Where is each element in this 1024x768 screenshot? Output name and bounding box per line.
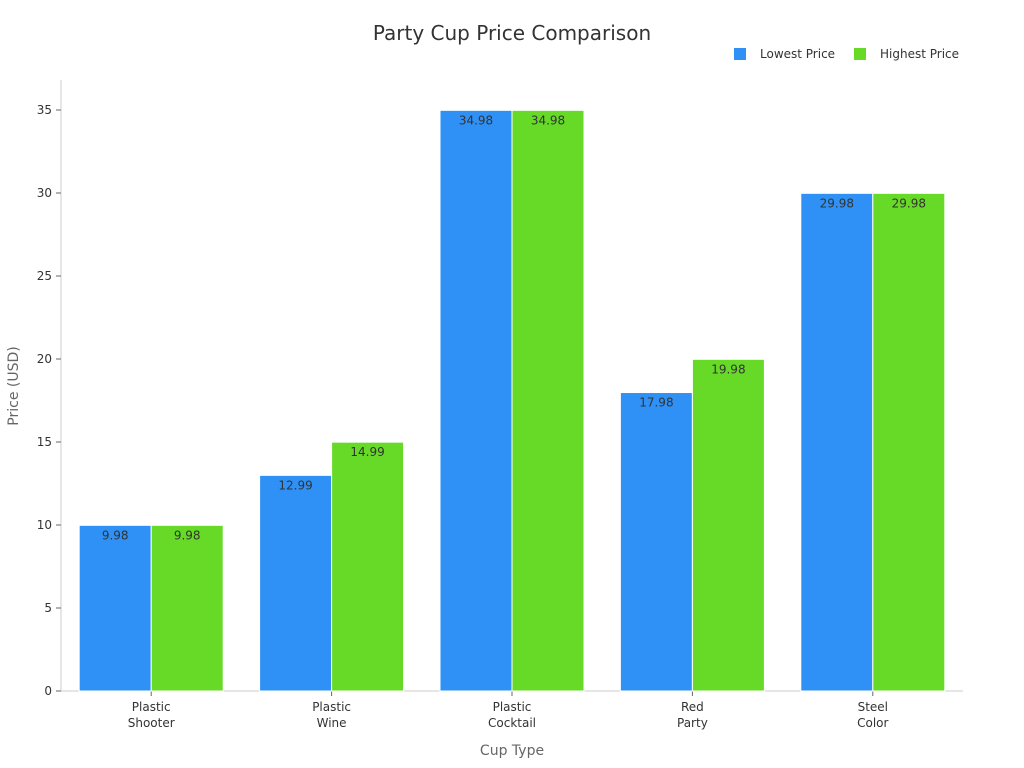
x-tick-label: Plastic Shooter <box>128 700 175 730</box>
y-tick-label: 30 <box>37 186 52 200</box>
bar-series-group <box>78 109 946 692</box>
bar-lowest-price <box>78 524 152 692</box>
x-tick-label-line: Color <box>857 716 888 730</box>
data-labels-group: 9.98 9.98 12.99 14.99 34.98 34.98 17.98 19.98 29… <box>102 113 926 542</box>
bar-lowest-price <box>259 474 333 692</box>
x-tick-label-line: Plastic <box>132 700 171 714</box>
x-tick-label-line: Shooter <box>128 716 175 730</box>
x-tick-label: Plastic Cocktail <box>488 700 536 730</box>
legend-swatch <box>854 48 866 60</box>
data-label: 34.98 <box>531 113 565 127</box>
y-tick-label: 15 <box>37 435 52 449</box>
y-tick-label: 5 <box>44 601 52 615</box>
bar-highest-price <box>511 109 585 692</box>
chart-legend: Lowest Price Highest Price <box>734 47 959 61</box>
bar-highest-price <box>872 192 946 692</box>
x-tick-label-line: Cocktail <box>488 716 536 730</box>
y-tick-label: 25 <box>37 269 52 283</box>
chart-title: Party Cup Price Comparison <box>373 21 651 45</box>
legend-label: Lowest Price <box>760 47 835 61</box>
y-axis-title: Price (USD) <box>6 346 22 425</box>
data-label: 34.98 <box>459 113 493 127</box>
bar-lowest-price <box>800 192 874 692</box>
y-tick-label: 20 <box>37 352 52 366</box>
data-label: 17.98 <box>639 396 673 410</box>
data-label: 14.99 <box>350 445 384 459</box>
bar-highest-price <box>691 358 765 692</box>
data-label: 12.99 <box>278 478 312 492</box>
legend-item[interactable]: Highest Price <box>854 47 959 61</box>
x-tick-label-line: Plastic <box>493 700 532 714</box>
y-tick-label: 0 <box>44 684 52 698</box>
legend-swatch <box>734 48 746 60</box>
x-tick-label-line: Red <box>681 700 704 714</box>
bar-lowest-price <box>439 109 513 692</box>
data-label: 29.98 <box>892 196 926 210</box>
bar-highest-price <box>331 441 405 692</box>
x-tick-label: Red Party <box>677 700 708 730</box>
x-tick-label-line: Party <box>677 716 708 730</box>
data-label: 9.98 <box>174 528 201 542</box>
y-tick-label: 35 <box>37 103 52 117</box>
x-tick-label: Plastic Wine <box>312 700 351 730</box>
x-tick-label-line: Wine <box>317 716 347 730</box>
x-tick-label-line: Plastic <box>312 700 351 714</box>
x-tick-label: Steel Color <box>857 700 888 730</box>
data-label: 19.98 <box>711 362 745 376</box>
x-tick-label-line: Steel <box>858 700 888 714</box>
legend-item[interactable]: Lowest Price <box>734 47 835 61</box>
data-label: 9.98 <box>102 528 129 542</box>
bar-lowest-price <box>619 392 693 692</box>
bar-highest-price <box>150 524 224 692</box>
x-axis: Plastic Shooter Plastic Wine Plastic Cocktail… <box>61 690 963 730</box>
x-axis-title: Cup Type <box>480 743 544 759</box>
y-axis: 0 5 10 15 20 25 30 35 <box>37 80 62 698</box>
data-label: 29.98 <box>820 196 854 210</box>
y-tick-label: 10 <box>37 518 52 532</box>
legend-label: Highest Price <box>880 47 959 61</box>
